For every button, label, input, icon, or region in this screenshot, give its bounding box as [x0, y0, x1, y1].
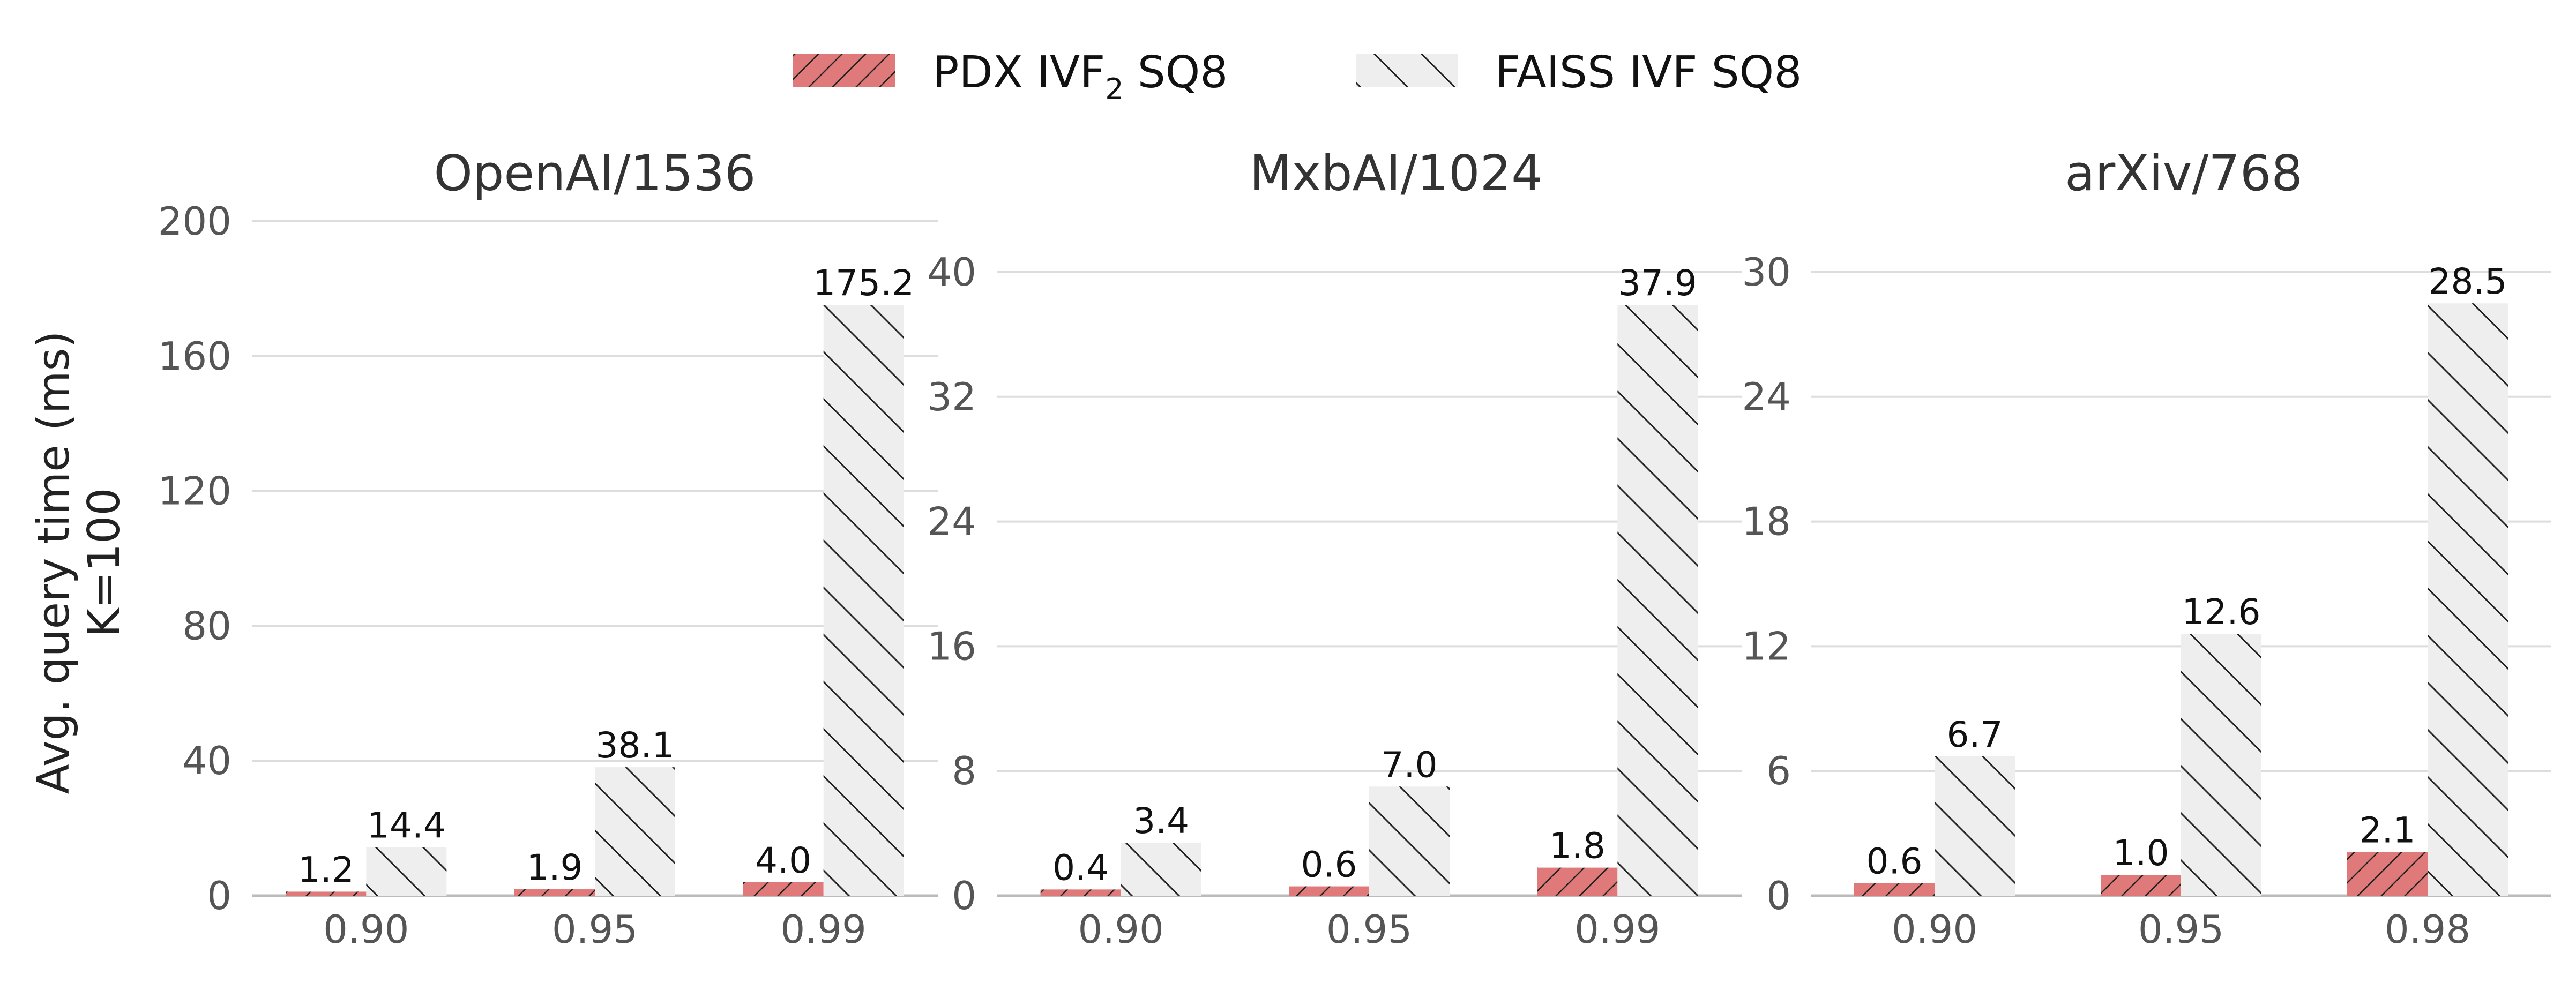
bar-faiss: [1935, 756, 2015, 896]
bar-faiss: [1617, 305, 1698, 896]
y-tick-label: 30: [1742, 250, 1791, 295]
panel-1: OpenAI/1536 0 40 80 120 160 200 1.2 14.4 0.90 1.9 3…: [158, 145, 938, 952]
bar-pdx: [743, 882, 824, 896]
x-tick-label: 0.90: [323, 907, 409, 952]
bar-faiss: [595, 767, 675, 896]
y-axis-label-line1: Avg. query time (ms): [28, 331, 79, 794]
data-label: 1.8: [1549, 826, 1606, 867]
data-label: 28.5: [2429, 261, 2507, 302]
panel-title: MxbAI/1024: [1249, 145, 1542, 202]
data-label: 7.0: [1382, 744, 1438, 785]
bar-pdx: [1854, 883, 1935, 896]
y-tick-label: 0: [952, 873, 976, 918]
y-tick-label: 6: [1766, 748, 1791, 793]
bar-faiss: [2181, 634, 2261, 896]
x-tick-label: 0.95: [1326, 907, 1412, 952]
bar-pdx: [286, 891, 367, 896]
panel-3: arXiv/768 0 6 12 18 24 30 0.6 6.7 0.90 1.0 12.6 0.95…: [1742, 145, 2551, 952]
x-tick-label: 0.98: [2385, 907, 2470, 952]
x-tick-label: 0.99: [781, 907, 867, 952]
chart-panels: OpenAI/1536040801201602001.214.40.901.93…: [158, 145, 2551, 952]
bar-pdx: [514, 889, 595, 896]
legend-label-pdx-main: PDX IVF: [932, 47, 1105, 98]
data-label: 1.9: [527, 847, 583, 888]
data-label: 0.6: [1301, 844, 1357, 886]
data-label: 38.1: [596, 725, 675, 766]
y-tick-label: 8: [952, 748, 976, 793]
data-label: 6.7: [1947, 714, 2003, 755]
x-tick-label: 0.90: [1892, 907, 1977, 952]
y-tick-label: 80: [182, 603, 232, 648]
panel-title: arXiv/768: [2065, 145, 2303, 202]
y-tick-label: 12: [1742, 624, 1791, 669]
panel-2: MxbAI/1024 0 8 16 24 32 40 0.4 3.4 0.90 0.6 7.0 0.95…: [927, 145, 1742, 952]
x-tick-label: 0.99: [1574, 907, 1660, 952]
panel-title: OpenAI/1536: [434, 145, 756, 202]
bar-pdx: [2101, 875, 2181, 896]
y-tick-label: 0: [207, 873, 232, 918]
y-axis-label-line2: K=100: [79, 488, 130, 637]
legend-label-pdx-tail: SQ8: [1124, 47, 1228, 98]
data-label: 175.2: [813, 262, 914, 304]
y-tick-label: 200: [158, 199, 232, 244]
data-label: 1.2: [298, 849, 354, 890]
bar-faiss: [1121, 843, 1201, 896]
data-label: 4.0: [755, 840, 811, 881]
y-tick-label: 120: [158, 469, 232, 514]
bar-pdx: [1289, 886, 1369, 896]
bar-faiss: [823, 305, 904, 896]
data-label: 3.4: [1133, 800, 1189, 842]
bar-faiss: [1369, 786, 1450, 896]
data-label: 1.0: [2113, 832, 2169, 874]
legend: PDX IVF2 SQ8 FAISS IVF SQ8: [793, 47, 1802, 106]
bar-pdx: [1040, 889, 1121, 896]
x-tick-label: 0.95: [2138, 907, 2224, 952]
y-tick-label: 40: [182, 738, 232, 783]
y-tick-label: 24: [927, 499, 976, 544]
y-axis-label: Avg. query time (ms) K=100: [28, 331, 130, 794]
bar-faiss: [2428, 303, 2508, 896]
bar-pdx: [1537, 867, 1618, 896]
data-label: 37.9: [1618, 262, 1697, 304]
bar-pdx: [2347, 852, 2428, 896]
data-label: 0.4: [1052, 847, 1109, 888]
x-tick-label: 0.90: [1078, 907, 1164, 952]
y-tick-label: 160: [158, 334, 232, 379]
y-tick-label: 24: [1742, 374, 1791, 419]
bar-faiss: [366, 847, 447, 896]
data-label: 14.4: [367, 805, 446, 846]
data-label: 12.6: [2182, 591, 2261, 633]
y-tick-label: 16: [927, 624, 976, 669]
legend-label-pdx: PDX IVF2 SQ8: [932, 47, 1228, 106]
legend-label-faiss: FAISS IVF SQ8: [1495, 47, 1802, 98]
legend-swatch-pdx: [793, 54, 895, 87]
y-tick-label: 40: [927, 250, 976, 295]
y-tick-label: 0: [1766, 873, 1791, 918]
x-tick-label: 0.95: [552, 907, 638, 952]
legend-swatch-faiss: [1356, 54, 1458, 87]
data-label: 0.6: [1866, 841, 1923, 882]
legend-label-pdx-sub: 2: [1105, 72, 1123, 106]
y-tick-label: 32: [927, 374, 976, 419]
data-label: 2.1: [2360, 810, 2416, 851]
y-tick-label: 18: [1742, 499, 1791, 544]
